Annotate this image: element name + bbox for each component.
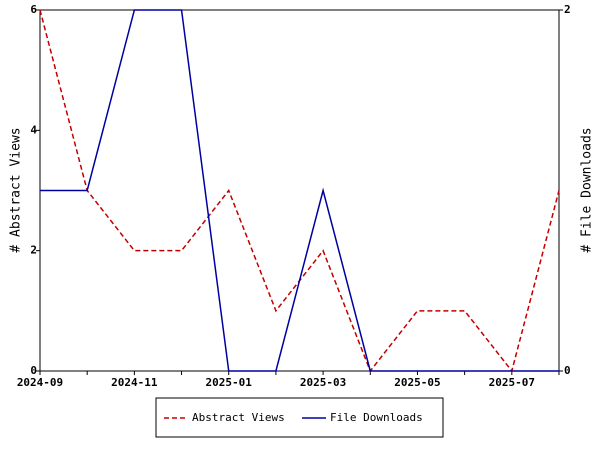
x-tick-label: 2025-03 xyxy=(300,376,346,389)
x-tick-label: 2024-11 xyxy=(111,376,158,389)
plot-frame xyxy=(39,9,560,372)
legend-box xyxy=(155,397,444,438)
y2-tick-label: 2 xyxy=(564,3,571,16)
y-tick-label: 2 xyxy=(30,244,37,257)
y2-axis-title: # File Downloads xyxy=(580,127,595,252)
y-axis-title: # Abstract Views xyxy=(9,127,24,252)
y-tick-label: 4 xyxy=(30,123,37,136)
x-tick-label: 2025-07 xyxy=(489,376,535,389)
x-tick-label: 2025-05 xyxy=(394,376,440,389)
series-line xyxy=(39,9,560,373)
y-tick-label: 6 xyxy=(30,3,37,16)
x-tick-label: 2024-09 xyxy=(17,376,63,389)
legend-label: File Downloads xyxy=(330,411,423,424)
legend-label: Abstract Views xyxy=(192,411,285,424)
series-line xyxy=(40,9,559,372)
y-tick-label: 0 xyxy=(30,364,37,377)
y2-tick-label: 0 xyxy=(564,364,571,377)
x-tick-label: 2025-01 xyxy=(206,376,253,389)
